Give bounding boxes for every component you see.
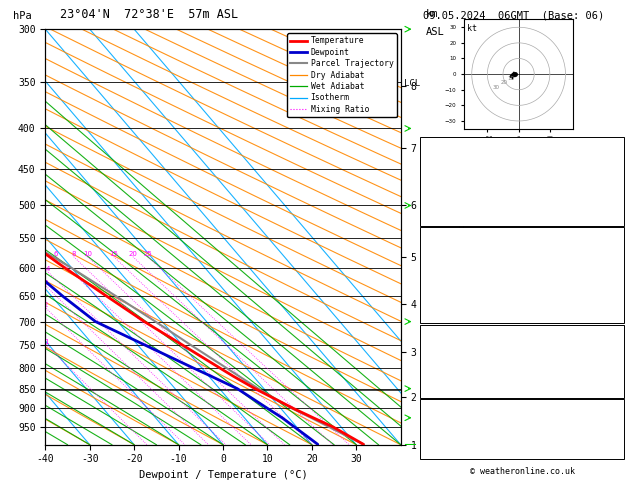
Text: Lifted Index: Lifted Index — [425, 286, 494, 295]
Text: 353: 353 — [602, 356, 619, 365]
Text: Totals Totals: Totals Totals — [425, 177, 499, 186]
Text: -4: -4 — [608, 366, 619, 375]
Text: © weatheronline.co.uk: © weatheronline.co.uk — [470, 467, 574, 476]
Text: CAPE (J): CAPE (J) — [425, 298, 471, 308]
X-axis label: Dewpoint / Temperature (°C): Dewpoint / Temperature (°C) — [138, 470, 308, 480]
Text: LCL: LCL — [404, 79, 420, 88]
Text: CIN (J): CIN (J) — [425, 311, 465, 320]
Bar — [420, 325, 625, 398]
Text: 23°04'N  72°38'E  57m ASL: 23°04'N 72°38'E 57m ASL — [60, 8, 238, 21]
Text: -21: -21 — [602, 420, 619, 430]
Text: hPa: hPa — [13, 11, 32, 21]
Text: km: km — [426, 9, 438, 19]
Text: PW (cm): PW (cm) — [425, 205, 465, 214]
Text: 853: 853 — [602, 298, 619, 308]
Text: EH: EH — [425, 420, 437, 430]
Text: 25: 25 — [143, 251, 152, 257]
Bar — [420, 227, 625, 323]
Text: 114: 114 — [602, 311, 619, 320]
Bar — [420, 137, 625, 226]
Text: 15: 15 — [109, 251, 118, 257]
Text: 4: 4 — [45, 265, 50, 272]
Text: Most Unstable: Most Unstable — [485, 332, 559, 341]
Text: SREH: SREH — [425, 430, 448, 438]
Text: 853: 853 — [602, 376, 619, 385]
Text: Dewp (°C): Dewp (°C) — [425, 262, 477, 271]
Y-axis label: Mixing Ratio (g/kg): Mixing Ratio (g/kg) — [458, 186, 467, 288]
Text: θₑ (K): θₑ (K) — [425, 356, 459, 365]
Text: Temp (°C): Temp (°C) — [425, 250, 477, 259]
Text: 999: 999 — [602, 346, 619, 355]
Legend: Temperature, Dewpoint, Parcel Trajectory, Dry Adiabat, Wet Adiabat, Isotherm, Mi: Temperature, Dewpoint, Parcel Trajectory… — [287, 33, 397, 117]
Text: 21.4: 21.4 — [596, 262, 619, 271]
Text: 27: 27 — [608, 149, 619, 157]
Text: K: K — [425, 149, 431, 157]
Text: 353: 353 — [602, 274, 619, 283]
Text: 3.67: 3.67 — [596, 205, 619, 214]
Text: θₑ(K): θₑ(K) — [425, 274, 454, 283]
Bar — [420, 399, 625, 459]
Text: Pressure (mb): Pressure (mb) — [425, 346, 499, 355]
Text: 6: 6 — [54, 251, 58, 257]
Text: 10: 10 — [508, 76, 515, 81]
Text: 31.7: 31.7 — [596, 250, 619, 259]
Text: kt: kt — [467, 24, 477, 33]
Text: 1: 1 — [45, 339, 49, 345]
Text: CAPE (J): CAPE (J) — [425, 376, 471, 385]
Text: StmDir: StmDir — [425, 439, 459, 448]
Text: Hodograph: Hodograph — [496, 406, 548, 416]
Text: 3: 3 — [43, 280, 48, 286]
Text: 10: 10 — [83, 251, 92, 257]
Text: CIN (J): CIN (J) — [425, 386, 465, 396]
Text: ASL: ASL — [426, 27, 444, 37]
Text: 20: 20 — [500, 80, 507, 85]
Text: 8: 8 — [72, 251, 76, 257]
Text: -10: -10 — [602, 430, 619, 438]
Text: StmSpd (kt): StmSpd (kt) — [425, 448, 488, 457]
Text: 114: 114 — [602, 386, 619, 396]
Text: 43: 43 — [608, 177, 619, 186]
Text: 09.05.2024  06GMT  (Base: 06): 09.05.2024 06GMT (Base: 06) — [423, 11, 604, 21]
Text: Surface: Surface — [502, 234, 542, 243]
Text: 2: 2 — [44, 302, 48, 308]
Text: 20: 20 — [128, 251, 137, 257]
Text: -4: -4 — [608, 286, 619, 295]
Text: 3: 3 — [613, 448, 619, 457]
Text: 30: 30 — [493, 85, 500, 89]
Text: Lifted Index: Lifted Index — [425, 366, 494, 375]
Text: 258°: 258° — [596, 439, 619, 448]
